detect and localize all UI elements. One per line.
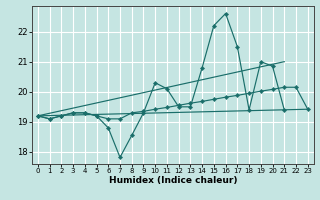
X-axis label: Humidex (Indice chaleur): Humidex (Indice chaleur) [108, 176, 237, 185]
